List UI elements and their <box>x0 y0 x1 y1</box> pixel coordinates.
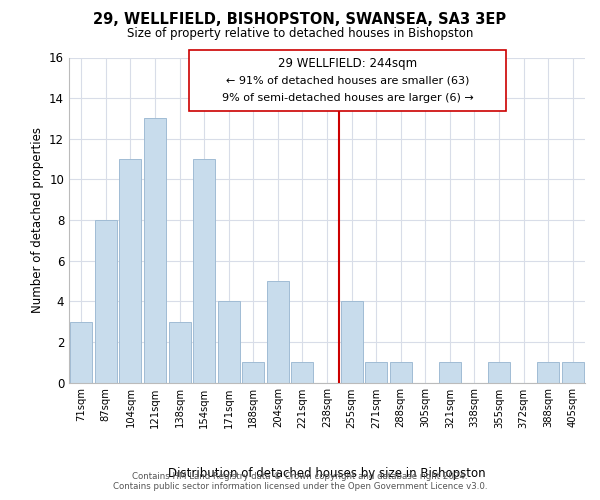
Bar <box>292 362 313 382</box>
Bar <box>95 220 117 382</box>
Bar <box>537 362 559 382</box>
Y-axis label: Number of detached properties: Number of detached properties <box>31 127 44 313</box>
Bar <box>218 301 240 382</box>
X-axis label: Distribution of detached houses by size in Bishopston: Distribution of detached houses by size … <box>168 466 486 479</box>
Bar <box>341 301 362 382</box>
Bar <box>439 362 461 382</box>
Bar <box>389 362 412 382</box>
FancyBboxPatch shape <box>190 50 506 112</box>
Text: 29, WELLFIELD, BISHOPSTON, SWANSEA, SA3 3EP: 29, WELLFIELD, BISHOPSTON, SWANSEA, SA3 … <box>94 12 506 28</box>
Bar <box>365 362 387 382</box>
Text: Contains HM Land Registry data © Crown copyright and database right 2024.
Contai: Contains HM Land Registry data © Crown c… <box>113 472 487 491</box>
Bar <box>267 281 289 382</box>
Text: ← 91% of detached houses are smaller (63): ← 91% of detached houses are smaller (63… <box>226 76 470 86</box>
Text: 9% of semi-detached houses are larger (6) →: 9% of semi-detached houses are larger (6… <box>222 93 474 103</box>
Bar <box>562 362 584 382</box>
Bar <box>193 159 215 382</box>
Bar <box>169 322 191 382</box>
Text: 29 WELLFIELD: 244sqm: 29 WELLFIELD: 244sqm <box>278 58 418 70</box>
Text: Size of property relative to detached houses in Bishopston: Size of property relative to detached ho… <box>127 28 473 40</box>
Bar <box>70 322 92 382</box>
Bar <box>242 362 265 382</box>
Bar <box>119 159 142 382</box>
Bar <box>144 118 166 382</box>
Bar <box>488 362 510 382</box>
